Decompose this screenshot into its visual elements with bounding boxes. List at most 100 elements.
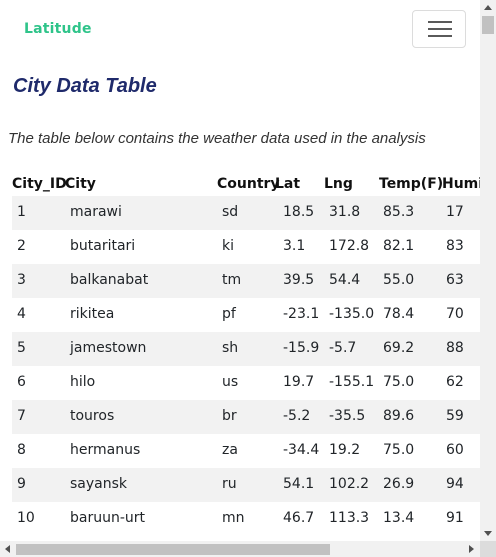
column-header-lat: Lat <box>275 176 301 192</box>
cell-humidity: 62 <box>446 374 464 390</box>
cell-city: butaritari <box>70 238 136 254</box>
cell-city-id: 5 <box>17 340 26 356</box>
cell-lat: 18.5 <box>283 204 315 220</box>
cell-humidity: 63 <box>446 272 464 288</box>
page-title: City Data Table <box>13 75 157 97</box>
table-row: 7 touros br -5.2 -35.5 89.6 59 <box>12 400 480 434</box>
scroll-right-arrow-icon[interactable] <box>469 545 474 553</box>
column-header-country: Country <box>217 176 280 192</box>
cell-country: br <box>222 408 237 424</box>
cell-lat: 3.1 <box>283 238 306 254</box>
cell-lat: -15.9 <box>283 340 320 356</box>
cell-country: sh <box>222 340 239 356</box>
table-row: 8 hermanus za -34.4 19.2 75.0 60 <box>12 434 480 468</box>
cell-city-id: 2 <box>17 238 26 254</box>
hamburger-menu-icon <box>428 28 452 30</box>
table-row: 6 hilo us 19.7 -155.1 75.0 62 <box>12 366 480 400</box>
cell-lng: -135.0 <box>329 306 375 322</box>
city-data-table: City_ID City Country Lat Lng Temp(F) Hum… <box>12 173 480 536</box>
cell-city-id: 1 <box>17 204 26 220</box>
cell-lat: -23.1 <box>283 306 320 322</box>
cell-city-id: 7 <box>17 408 26 424</box>
cell-temp: 78.4 <box>383 306 415 322</box>
cell-temp: 82.1 <box>383 238 415 254</box>
cell-city: balkanabat <box>70 272 149 288</box>
cell-city: hermanus <box>70 442 141 458</box>
column-header-lng: Lng <box>324 176 353 192</box>
scroll-down-arrow-icon[interactable] <box>484 531 492 536</box>
cell-country: sd <box>222 204 239 220</box>
cell-city: baruun-urt <box>70 510 146 526</box>
cell-country: mn <box>222 510 245 526</box>
cell-humidity: 88 <box>446 340 464 356</box>
cell-lng: 19.2 <box>329 442 361 458</box>
cell-humidity: 60 <box>446 442 464 458</box>
cell-temp: 69.2 <box>383 340 415 356</box>
cell-country: us <box>222 374 239 390</box>
table-row: 4 rikitea pf -23.1 -135.0 78.4 70 <box>12 298 480 332</box>
cell-city: jamestown <box>70 340 147 356</box>
cell-humidity: 91 <box>446 510 464 526</box>
cell-city-id: 6 <box>17 374 26 390</box>
cell-city-id: 10 <box>17 510 35 526</box>
page-viewport: Latitude City Data Table The table below… <box>8 10 480 536</box>
scrollbar-corner <box>480 541 496 557</box>
horizontal-scrollbar-thumb[interactable] <box>16 544 330 555</box>
cell-temp: 85.3 <box>383 204 415 220</box>
table-row: 9 sayansk ru 54.1 102.2 26.9 94 <box>12 468 480 502</box>
cell-country: ki <box>222 238 234 254</box>
cell-lng: 172.8 <box>329 238 370 254</box>
column-header-city: City <box>65 176 96 192</box>
cell-city: hilo <box>70 374 96 390</box>
cell-humidity: 70 <box>446 306 464 322</box>
cell-lat: -5.2 <box>283 408 311 424</box>
cell-humidity: 94 <box>446 476 464 492</box>
table-row: 3 balkanabat tm 39.5 54.4 55.0 63 <box>12 264 480 298</box>
cell-lng: -5.7 <box>329 340 357 356</box>
cell-temp: 55.0 <box>383 272 415 288</box>
cell-city: rikitea <box>70 306 115 322</box>
cell-temp: 26.9 <box>383 476 415 492</box>
horizontal-scrollbar[interactable] <box>0 541 480 557</box>
cell-country: za <box>222 442 238 458</box>
cell-country: tm <box>222 272 242 288</box>
table-header-row: City_ID City Country Lat Lng Temp(F) Hum… <box>12 173 480 196</box>
vertical-scrollbar-thumb[interactable] <box>482 16 494 34</box>
scroll-left-arrow-icon[interactable] <box>5 545 10 553</box>
cell-temp: 75.0 <box>383 442 415 458</box>
table-caption: The table below contains the weather dat… <box>8 130 426 147</box>
cell-lat: 54.1 <box>283 476 315 492</box>
table-row: 1 marawi sd 18.5 31.8 85.3 17 <box>12 196 480 230</box>
navbar-toggler-button[interactable] <box>412 10 466 48</box>
cell-temp: 89.6 <box>383 408 415 424</box>
cell-lat: 46.7 <box>283 510 315 526</box>
scroll-up-arrow-icon[interactable] <box>484 5 492 10</box>
table-row: 10 baruun-urt mn 46.7 113.3 13.4 91 <box>12 502 480 536</box>
navbar-brand[interactable]: Latitude <box>24 21 92 37</box>
cell-humidity: 17 <box>446 204 464 220</box>
hamburger-menu-icon <box>428 21 452 23</box>
cell-city: touros <box>70 408 115 424</box>
cell-country: pf <box>222 306 236 322</box>
cell-city: marawi <box>70 204 122 220</box>
column-header-temp: Temp(F) <box>379 176 444 192</box>
cell-lng: 113.3 <box>329 510 370 526</box>
cell-city: sayansk <box>70 476 128 492</box>
cell-country: ru <box>222 476 237 492</box>
cell-city-id: 4 <box>17 306 26 322</box>
table-body: 1 marawi sd 18.5 31.8 85.3 17 2 butaritari ki 3.1 1… <box>12 196 480 536</box>
cell-city-id: 8 <box>17 442 26 458</box>
column-header-city-id: City_ID <box>12 176 67 192</box>
cell-lat: 19.7 <box>283 374 315 390</box>
cell-lat: 39.5 <box>283 272 315 288</box>
cell-lng: 31.8 <box>329 204 361 220</box>
cell-temp: 75.0 <box>383 374 415 390</box>
cell-humidity: 83 <box>446 238 464 254</box>
vertical-scrollbar[interactable] <box>480 0 496 541</box>
table-row: 5 jamestown sh -15.9 -5.7 69.2 88 <box>12 332 480 366</box>
column-header-humidity: Humi <box>442 176 480 192</box>
cell-temp: 13.4 <box>383 510 415 526</box>
cell-lng: 54.4 <box>329 272 361 288</box>
hamburger-menu-icon <box>428 35 452 37</box>
table-row: 2 butaritari ki 3.1 172.8 82.1 83 <box>12 230 480 264</box>
